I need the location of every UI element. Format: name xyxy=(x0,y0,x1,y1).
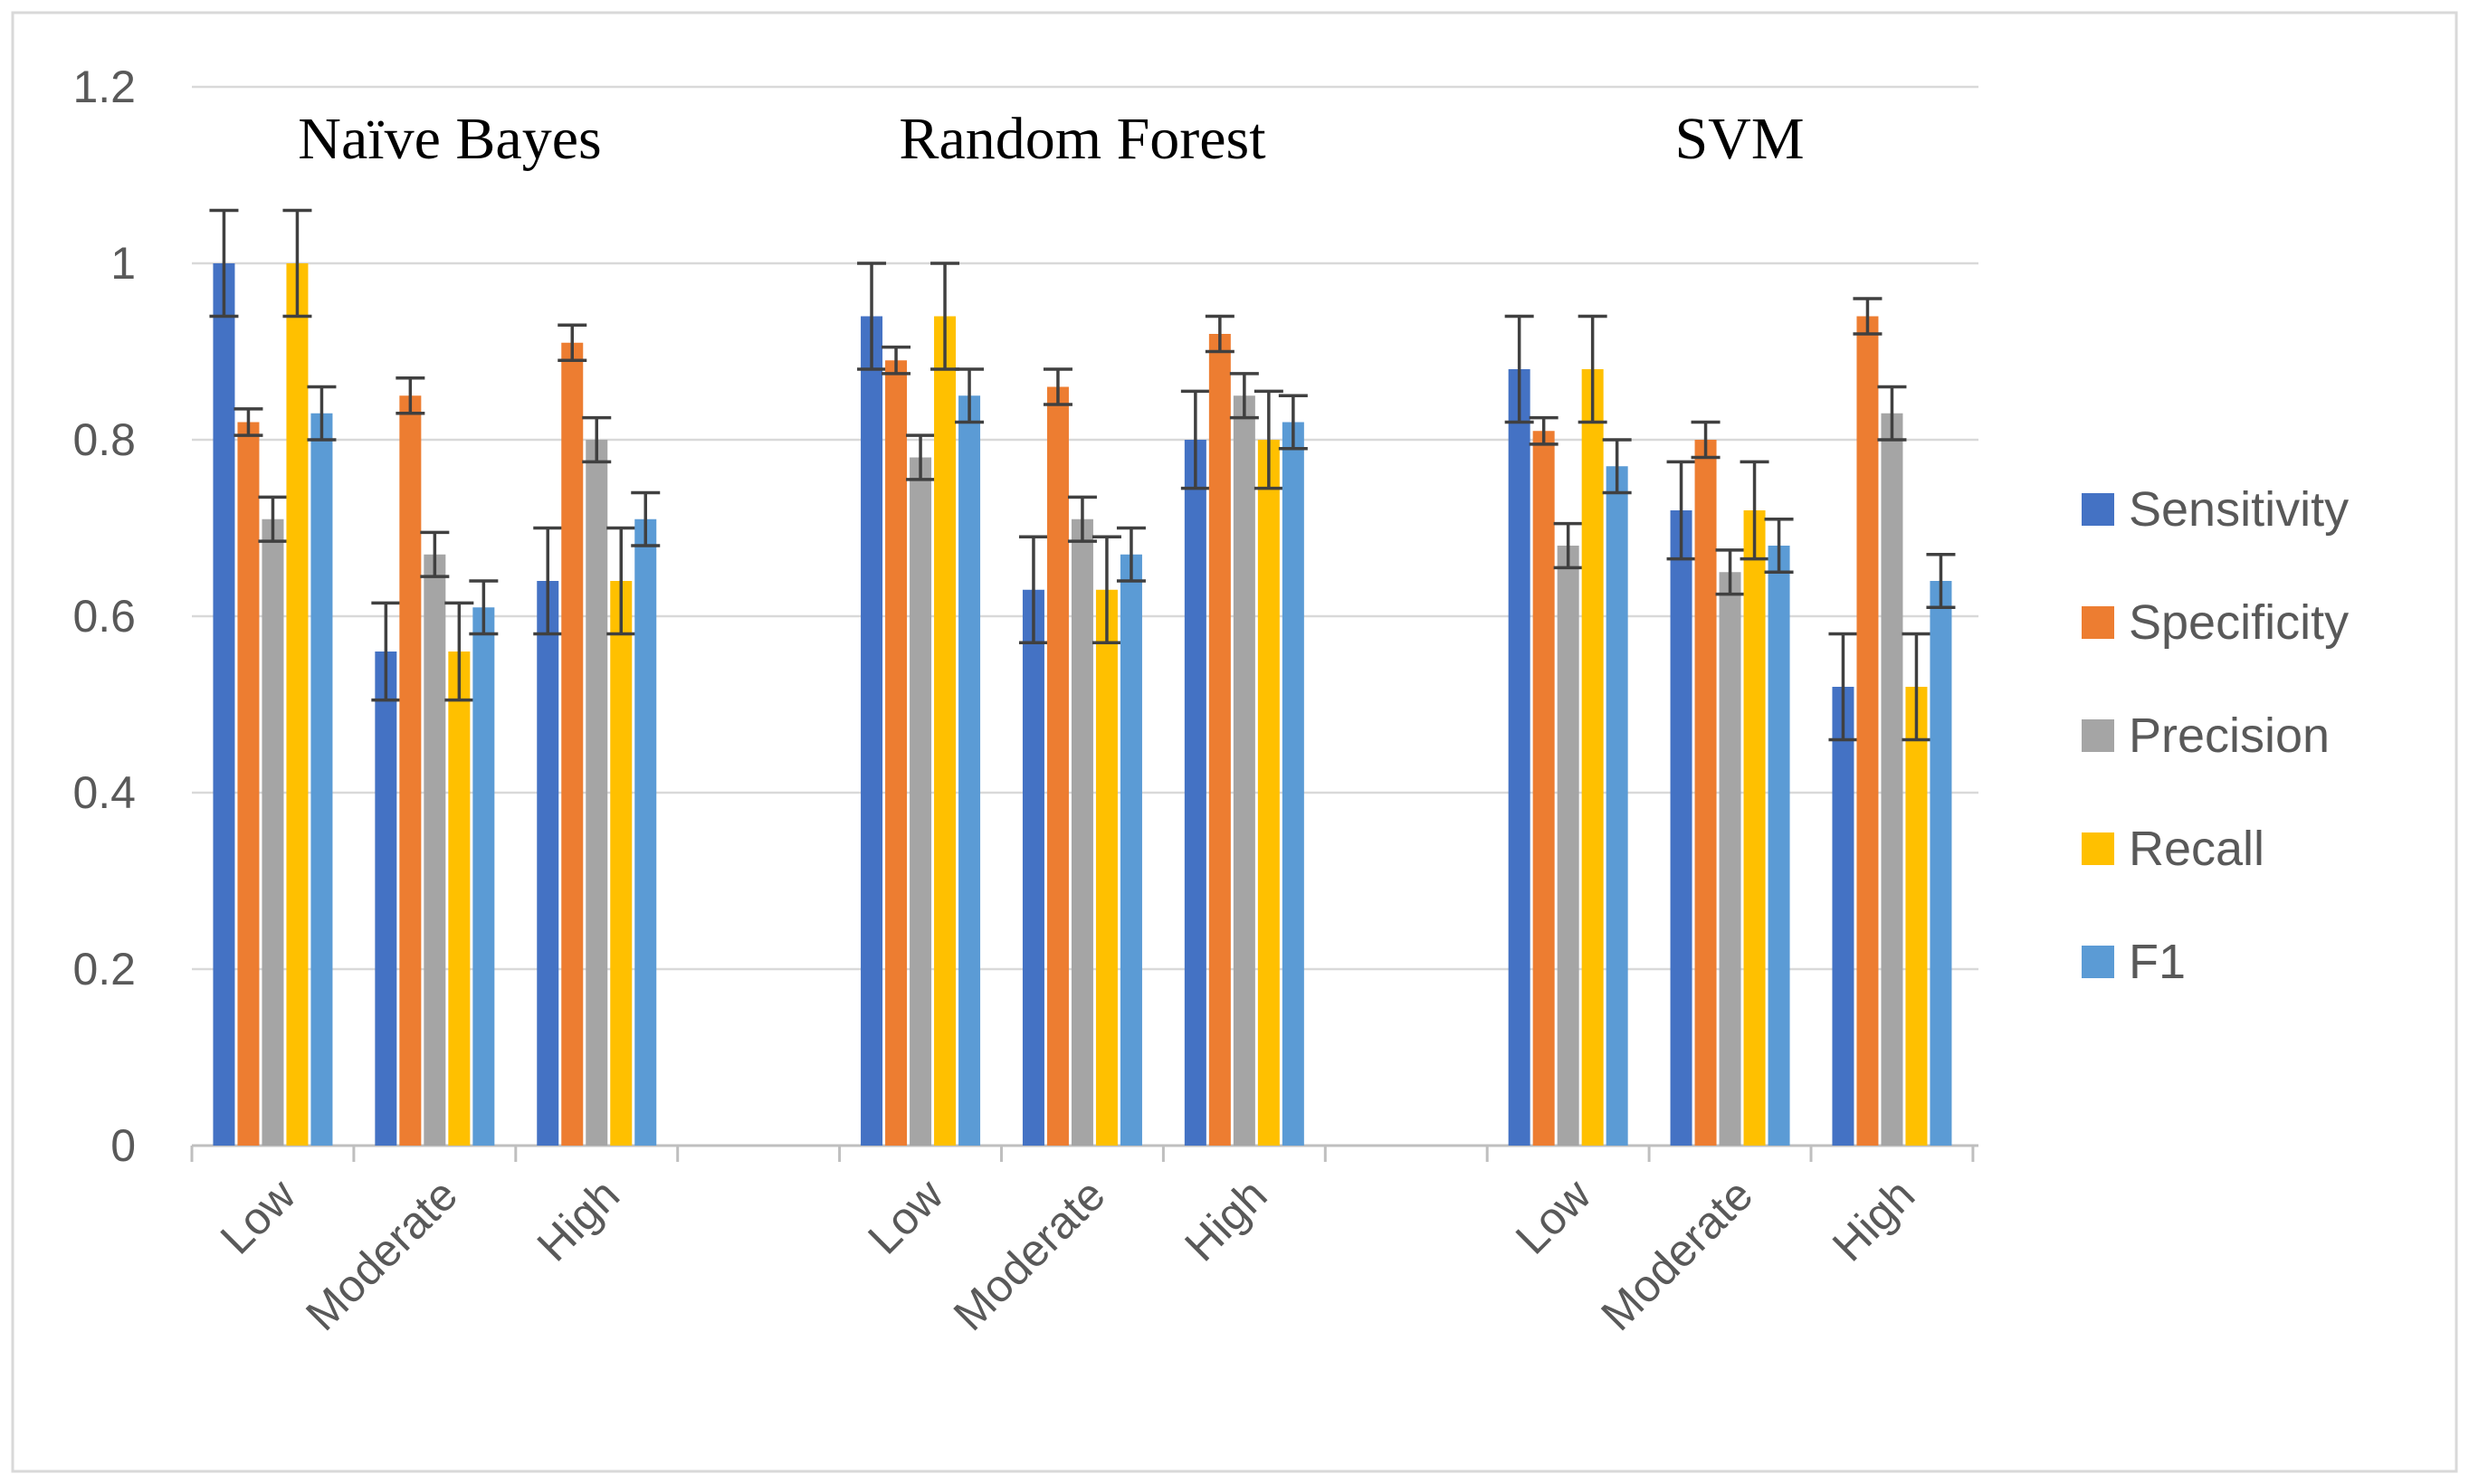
bar-f1-high xyxy=(1930,581,1952,1146)
bar-specificity-high xyxy=(1208,334,1231,1146)
x-tick-label: High xyxy=(1823,1169,1924,1270)
bar-precision-high xyxy=(586,440,608,1146)
legend-label-f1: F1 xyxy=(2129,935,2186,989)
x-tick-label: Low xyxy=(1506,1169,1601,1264)
bar-recall-high xyxy=(1257,440,1280,1146)
bar-recall-high xyxy=(610,581,633,1146)
bar-specificity-moderate xyxy=(1046,386,1069,1146)
group-title: Random Forest xyxy=(899,106,1265,172)
y-tick-label: 0 xyxy=(110,1120,136,1171)
y-tick-label: 0.8 xyxy=(72,414,136,465)
x-tick-label: Moderate xyxy=(296,1169,467,1340)
x-tick-label: High xyxy=(528,1169,629,1270)
legend-label-precision: Precision xyxy=(2129,709,2330,763)
bar-precision-moderate xyxy=(1071,518,1093,1146)
bar-f1-moderate xyxy=(472,607,495,1146)
bar-sensitivity-high xyxy=(537,581,559,1146)
bar-f1-low xyxy=(1606,466,1628,1146)
legend-swatch-sensitivity xyxy=(2082,493,2114,526)
bar-sensitivity-low xyxy=(861,316,883,1146)
bar-specificity-high xyxy=(561,342,584,1146)
chart-border xyxy=(11,11,2458,1473)
bar-recall-moderate xyxy=(1743,510,1766,1146)
bar-precision-low xyxy=(910,457,932,1146)
bar-sensitivity-moderate xyxy=(1022,589,1044,1146)
bar-precision-low xyxy=(1557,546,1579,1146)
x-tick-label: Moderate xyxy=(944,1169,1115,1340)
bar-precision-high xyxy=(1233,395,1255,1146)
bar-specificity-moderate xyxy=(399,395,422,1146)
legend-swatch-specificity xyxy=(2082,606,2114,639)
bar-specificity-low xyxy=(1532,431,1555,1146)
x-tick-label: High xyxy=(1175,1169,1276,1270)
y-tick-label: 0.2 xyxy=(72,944,136,994)
x-tick-label: Low xyxy=(211,1169,306,1264)
group-title: Naïve Bayes xyxy=(298,106,601,172)
bar-sensitivity-low xyxy=(1508,369,1530,1146)
legend-swatch-precision xyxy=(2082,719,2114,752)
bar-precision-high xyxy=(1881,413,1903,1146)
bar-f1-low xyxy=(310,413,333,1146)
legend-swatch-f1 xyxy=(2082,946,2114,978)
y-tick-label: 0.4 xyxy=(72,767,136,818)
bar-specificity-moderate xyxy=(1694,440,1717,1146)
bar-f1-high xyxy=(634,518,657,1146)
bar-specificity-high xyxy=(1856,316,1879,1146)
bar-f1-low xyxy=(958,395,981,1146)
bar-sensitivity-low xyxy=(213,263,235,1146)
bar-sensitivity-high xyxy=(1184,440,1206,1146)
group-title: SVM xyxy=(1674,106,1804,172)
bar-specificity-low xyxy=(237,422,260,1146)
y-tick-label: 1 xyxy=(110,238,136,289)
bar-sensitivity-moderate xyxy=(1670,510,1692,1146)
bar-specificity-low xyxy=(885,360,908,1146)
bar-precision-low xyxy=(262,518,284,1146)
bar-recall-moderate xyxy=(448,652,471,1146)
bar-sensitivity-moderate xyxy=(375,652,397,1146)
y-tick-label: 0.6 xyxy=(72,591,136,642)
bar-recall-moderate xyxy=(1095,589,1118,1146)
bar-f1-high xyxy=(1282,422,1304,1146)
legend-swatch-recall xyxy=(2082,832,2114,865)
x-tick-label: Moderate xyxy=(1591,1169,1762,1340)
legend-label-recall: Recall xyxy=(2129,822,2264,876)
bar-recall-low xyxy=(286,263,309,1146)
bar-recall-low xyxy=(934,316,957,1146)
legend-label-sensitivity: Sensitivity xyxy=(2129,482,2349,537)
bar-recall-low xyxy=(1581,369,1604,1146)
bar-recall-high xyxy=(1905,687,1928,1146)
x-tick-label: Low xyxy=(858,1169,953,1264)
bar-f1-moderate xyxy=(1120,554,1142,1146)
bar-sensitivity-high xyxy=(1832,687,1854,1146)
bar-precision-moderate xyxy=(424,554,446,1146)
bar-f1-moderate xyxy=(1768,546,1790,1146)
y-tick-label: 1.2 xyxy=(72,62,136,112)
legend-label-specificity: Specificity xyxy=(2129,595,2349,650)
bar-precision-moderate xyxy=(1719,572,1741,1146)
